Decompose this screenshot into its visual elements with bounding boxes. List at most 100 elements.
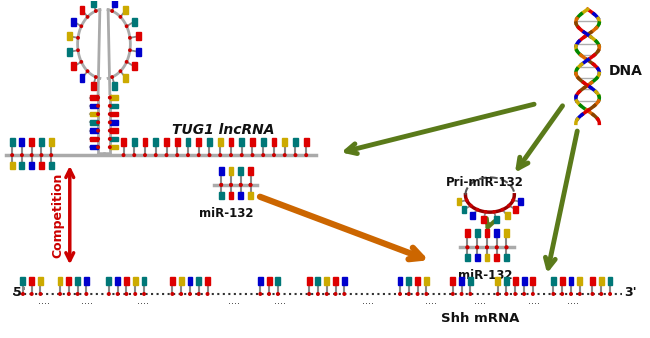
Circle shape <box>229 154 232 156</box>
FancyBboxPatch shape <box>72 63 76 70</box>
Circle shape <box>111 76 113 78</box>
Circle shape <box>250 184 252 186</box>
Circle shape <box>109 138 111 140</box>
Circle shape <box>125 293 127 295</box>
FancyBboxPatch shape <box>142 277 146 285</box>
Circle shape <box>469 204 472 207</box>
FancyBboxPatch shape <box>530 277 536 285</box>
Circle shape <box>111 10 113 12</box>
FancyBboxPatch shape <box>304 138 309 146</box>
Circle shape <box>198 154 200 156</box>
FancyBboxPatch shape <box>10 138 14 146</box>
Circle shape <box>277 293 279 295</box>
Circle shape <box>39 293 42 295</box>
FancyBboxPatch shape <box>219 167 224 175</box>
Circle shape <box>497 293 499 295</box>
FancyBboxPatch shape <box>29 138 34 146</box>
Circle shape <box>109 146 111 148</box>
Circle shape <box>600 293 603 295</box>
Circle shape <box>508 204 510 207</box>
FancyBboxPatch shape <box>258 277 263 285</box>
Circle shape <box>486 246 488 248</box>
Text: ....: .... <box>362 296 374 306</box>
FancyBboxPatch shape <box>175 138 179 146</box>
FancyBboxPatch shape <box>261 138 266 146</box>
Circle shape <box>97 104 99 107</box>
FancyBboxPatch shape <box>474 254 480 261</box>
FancyBboxPatch shape <box>590 277 595 285</box>
Circle shape <box>398 293 401 295</box>
Text: ....: .... <box>228 296 240 306</box>
Circle shape <box>294 154 297 156</box>
Circle shape <box>425 293 428 295</box>
Circle shape <box>108 293 110 295</box>
Circle shape <box>11 154 14 156</box>
FancyBboxPatch shape <box>136 32 141 40</box>
Circle shape <box>317 293 319 295</box>
Circle shape <box>144 154 146 156</box>
FancyBboxPatch shape <box>79 6 84 14</box>
Circle shape <box>171 293 174 295</box>
FancyBboxPatch shape <box>462 206 467 213</box>
FancyBboxPatch shape <box>424 277 429 285</box>
FancyBboxPatch shape <box>90 95 98 100</box>
Circle shape <box>514 293 517 295</box>
Text: 5': 5' <box>13 287 26 299</box>
FancyBboxPatch shape <box>187 277 192 285</box>
FancyBboxPatch shape <box>84 277 89 285</box>
Circle shape <box>40 154 43 156</box>
Circle shape <box>85 293 88 295</box>
FancyBboxPatch shape <box>132 138 136 146</box>
FancyBboxPatch shape <box>110 128 118 133</box>
FancyBboxPatch shape <box>90 112 98 116</box>
Text: ....: .... <box>567 296 579 306</box>
FancyBboxPatch shape <box>406 277 411 285</box>
FancyBboxPatch shape <box>49 162 54 169</box>
FancyBboxPatch shape <box>494 254 499 261</box>
Circle shape <box>259 293 261 295</box>
FancyBboxPatch shape <box>153 138 158 146</box>
FancyBboxPatch shape <box>307 277 311 285</box>
Circle shape <box>229 184 232 186</box>
FancyBboxPatch shape <box>185 138 190 146</box>
FancyBboxPatch shape <box>90 0 96 6</box>
Circle shape <box>97 129 99 132</box>
FancyBboxPatch shape <box>49 138 54 146</box>
Circle shape <box>86 70 88 72</box>
Circle shape <box>240 184 242 186</box>
FancyBboxPatch shape <box>282 138 287 146</box>
Circle shape <box>80 61 83 63</box>
Circle shape <box>97 146 99 148</box>
Circle shape <box>251 154 254 156</box>
Circle shape <box>460 293 463 295</box>
FancyBboxPatch shape <box>272 138 276 146</box>
Text: Shh mRNA: Shh mRNA <box>441 312 519 325</box>
Circle shape <box>476 246 478 249</box>
Circle shape <box>609 293 612 295</box>
Circle shape <box>188 293 191 295</box>
FancyBboxPatch shape <box>505 212 510 219</box>
FancyBboxPatch shape <box>504 277 509 285</box>
FancyBboxPatch shape <box>58 277 62 285</box>
FancyBboxPatch shape <box>38 277 43 285</box>
Circle shape <box>165 154 168 156</box>
FancyBboxPatch shape <box>459 277 464 285</box>
FancyBboxPatch shape <box>121 138 126 146</box>
Circle shape <box>561 293 564 295</box>
FancyBboxPatch shape <box>107 277 111 285</box>
Circle shape <box>308 293 311 295</box>
FancyBboxPatch shape <box>333 277 338 285</box>
Circle shape <box>86 16 88 18</box>
FancyBboxPatch shape <box>599 277 604 285</box>
FancyBboxPatch shape <box>229 167 233 175</box>
FancyBboxPatch shape <box>196 138 202 146</box>
FancyBboxPatch shape <box>67 48 72 56</box>
Circle shape <box>21 293 24 295</box>
Circle shape <box>129 37 131 39</box>
Text: miR-132: miR-132 <box>458 269 512 282</box>
Circle shape <box>31 293 33 295</box>
Text: ....: .... <box>528 296 540 306</box>
FancyBboxPatch shape <box>90 81 96 90</box>
FancyBboxPatch shape <box>67 32 72 40</box>
Circle shape <box>109 121 111 124</box>
